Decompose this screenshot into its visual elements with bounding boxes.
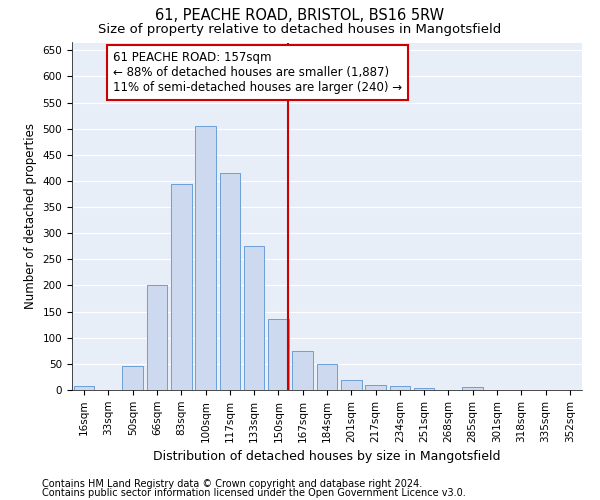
Bar	[74, 386, 94, 390]
Text: Contains HM Land Registry data © Crown copyright and database right 2024.: Contains HM Land Registry data © Crown c…	[42, 479, 422, 489]
X-axis label: Distribution of detached houses by size in Mangotsfield: Distribution of detached houses by size …	[153, 450, 501, 463]
Text: Contains public sector information licensed under the Open Government Licence v3: Contains public sector information licen…	[42, 488, 466, 498]
Bar	[171, 184, 191, 390]
Text: 61, PEACHE ROAD, BRISTOL, BS16 5RW: 61, PEACHE ROAD, BRISTOL, BS16 5RW	[155, 8, 445, 22]
Bar	[146, 286, 167, 390]
Bar	[414, 388, 434, 390]
Text: Size of property relative to detached houses in Mangotsfield: Size of property relative to detached ho…	[98, 22, 502, 36]
Bar	[195, 126, 216, 390]
Bar	[463, 388, 483, 390]
Bar	[365, 385, 386, 390]
Bar	[389, 386, 410, 390]
Bar	[220, 173, 240, 390]
Y-axis label: Number of detached properties: Number of detached properties	[24, 123, 37, 309]
Bar	[244, 246, 265, 390]
Bar	[292, 351, 313, 390]
Bar	[317, 364, 337, 390]
Bar	[268, 320, 289, 390]
Text: 61 PEACHE ROAD: 157sqm
← 88% of detached houses are smaller (1,887)
11% of semi-: 61 PEACHE ROAD: 157sqm ← 88% of detached…	[113, 52, 403, 94]
Bar	[122, 366, 143, 390]
Bar	[341, 380, 362, 390]
